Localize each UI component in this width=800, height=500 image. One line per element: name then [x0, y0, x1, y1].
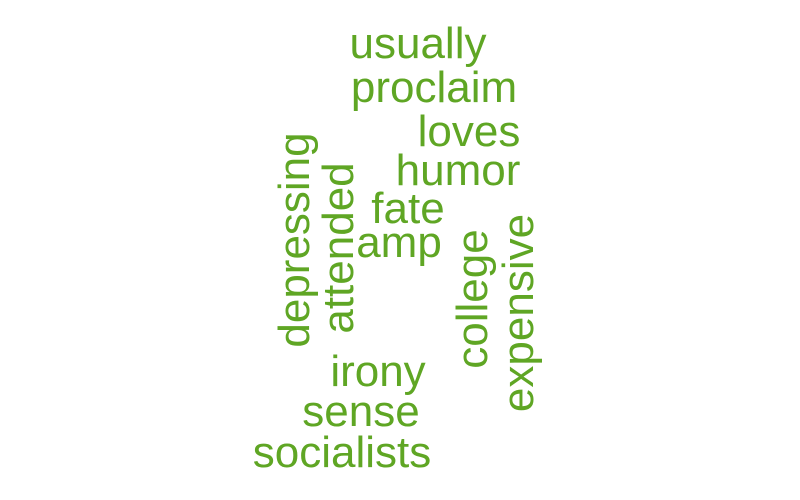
- word-fate: fate: [371, 184, 444, 233]
- word-socialists: socialists: [253, 428, 432, 477]
- word-proclaim: proclaim: [351, 63, 517, 112]
- word-humor: humor: [396, 146, 521, 195]
- word-loves: loves: [418, 107, 521, 156]
- word-depressing: depressing: [270, 132, 319, 347]
- word-expensive: expensive: [494, 214, 543, 412]
- word-college: college: [448, 229, 497, 368]
- word-irony: irony: [330, 347, 425, 396]
- word-attended: attended: [314, 162, 363, 333]
- word-sense: sense: [302, 387, 419, 436]
- word-usually: usually: [350, 19, 487, 68]
- word-amp: amp: [356, 218, 442, 267]
